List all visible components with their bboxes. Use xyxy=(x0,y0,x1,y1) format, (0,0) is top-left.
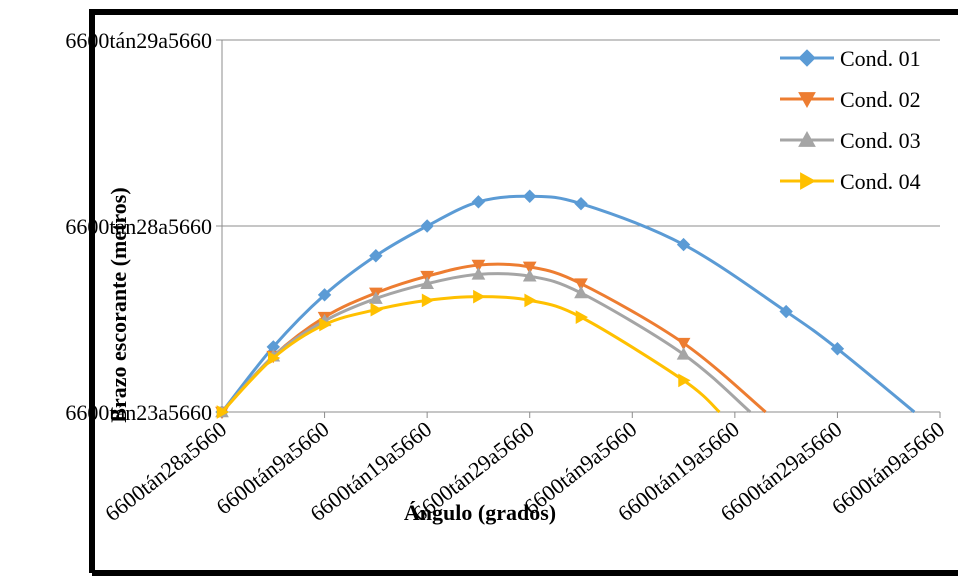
legend-item: Cond. 02 xyxy=(780,87,921,112)
data-point xyxy=(471,259,486,273)
data-point xyxy=(676,237,691,252)
data-point xyxy=(473,289,486,304)
legend-label: Cond. 02 xyxy=(840,87,921,112)
y-axis-title: Brazo escorante (metros) xyxy=(106,187,131,422)
data-point xyxy=(421,293,435,308)
data-point xyxy=(800,172,817,190)
legend-label: Cond. 04 xyxy=(840,169,921,194)
data-point xyxy=(216,405,230,419)
series-line xyxy=(220,295,721,414)
data-point xyxy=(471,195,486,209)
series-3 xyxy=(215,267,752,418)
data-point xyxy=(524,293,537,308)
y-tick-label: 6600tán23a5660 xyxy=(65,400,212,425)
data-point xyxy=(575,310,589,324)
legend: Cond. 01 Cond. 02 Cond. 03 Cond. 04 xyxy=(780,46,921,194)
data-point xyxy=(779,304,793,319)
data-point xyxy=(369,291,383,304)
data-point xyxy=(267,351,281,365)
data-point xyxy=(522,261,537,274)
data-point xyxy=(471,267,486,280)
data-point xyxy=(420,276,434,289)
data-point xyxy=(574,285,588,299)
legend-label: Cond. 01 xyxy=(840,46,921,71)
legend-item: Cond. 01 xyxy=(780,46,921,71)
data-point xyxy=(676,337,691,351)
x-tick-label: 6600tán9a5660 xyxy=(827,416,949,519)
data-point xyxy=(798,130,816,147)
data-point xyxy=(798,49,816,67)
data-point xyxy=(420,219,434,233)
x-tick-label: 6600tán28a5660 xyxy=(100,416,231,526)
data-point xyxy=(574,278,588,291)
data-point xyxy=(319,317,332,332)
series-4 xyxy=(216,289,721,419)
data-point xyxy=(369,249,383,263)
y-tick-label: 6600tán28a5660 xyxy=(65,214,212,239)
chart-border xyxy=(89,9,958,573)
data-point xyxy=(317,288,332,302)
x-axis-title: Ángulo (grados) xyxy=(404,500,556,525)
y-tick-label: 6600tán29a5660 xyxy=(65,28,212,53)
data-point xyxy=(798,92,816,109)
data-point xyxy=(370,302,383,317)
legend-item: Cond. 04 xyxy=(780,169,921,194)
legend-item: Cond. 03 xyxy=(780,128,921,153)
data-point xyxy=(523,189,537,203)
series-1 xyxy=(215,189,916,419)
data-point xyxy=(676,347,691,360)
data-point xyxy=(830,342,845,356)
series-line xyxy=(220,194,916,414)
data-point xyxy=(522,269,537,282)
data-point xyxy=(678,373,691,388)
legend-label: Cond. 03 xyxy=(840,128,921,153)
data-point xyxy=(574,196,588,211)
series-line xyxy=(220,272,752,414)
